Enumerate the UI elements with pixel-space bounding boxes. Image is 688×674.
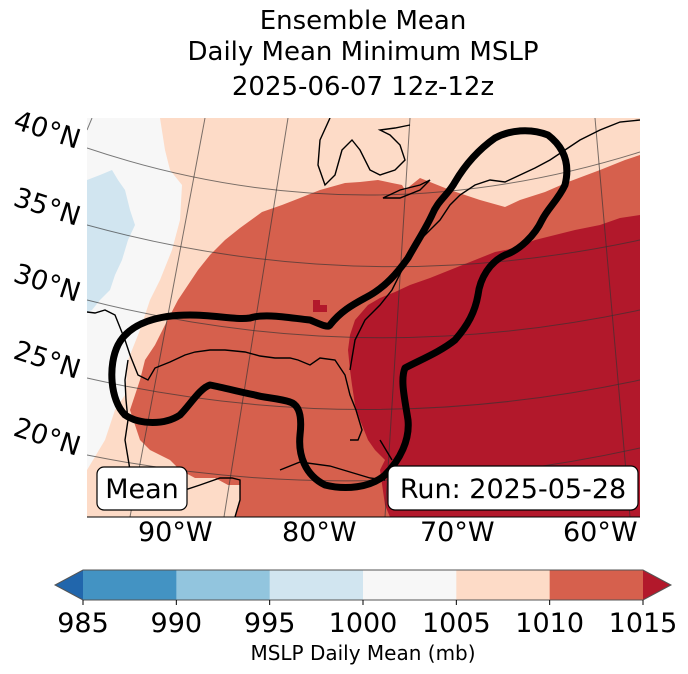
colorbar-tick-label-1010: 1010 [515, 608, 584, 639]
run-annotation-box [387, 465, 639, 511]
gridline-lat-40 [87, 147, 640, 196]
colorbar-segment-990-995 [176, 570, 271, 600]
run-annotation: Run: 2025-05-28 [387, 465, 639, 511]
coast-cuba [279, 461, 386, 481]
colorbar-segment-985-990 [83, 570, 177, 600]
gridline-lon-95 [87, 118, 93, 131]
colorbar-segment-1000-1005 [363, 570, 457, 600]
colorbar-tick-label-1005: 1005 [422, 608, 491, 639]
field-over-1015 [348, 215, 640, 517]
gridline-lat-25 [87, 377, 640, 410]
chart-subtitle: Daily Mean Minimum MSLP [187, 37, 539, 67]
gridline-lon-70 [384, 118, 411, 517]
chart-date-line: 2025-06-07 12z-12z [231, 72, 495, 102]
lon-label-70: 70°W [420, 517, 495, 548]
coast-bahamas [379, 439, 393, 461]
contour-outline [108, 127, 571, 492]
lat-label-20: 20°N [10, 412, 84, 463]
colorbar-segment-995-1000 [269, 570, 364, 600]
colorbar: 985 990 995 1000 1005 1010 1015 [53, 569, 678, 639]
colorbar-segment-1010-1015 [549, 570, 644, 600]
run-annotation-text: Run: 2025-05-28 [400, 474, 626, 505]
colorbar-tick-label-1000: 1000 [329, 608, 398, 639]
lat-label-30: 30°N [10, 258, 84, 309]
colorbar-tick-label-990: 990 [151, 608, 203, 639]
gridline-lon-60 [594, 118, 631, 517]
chart-title: Ensemble Mean [259, 6, 467, 36]
colorbar-tick-label-985: 985 [57, 608, 109, 639]
lat-label-35: 35°N [10, 182, 84, 233]
field-over-1015-patch [313, 300, 327, 312]
colorbar-segment-1005-1010 [456, 570, 551, 600]
coast-gulf [87, 309, 363, 441]
coast-atlantic [349, 119, 640, 371]
colorbar-extend-over [643, 570, 671, 600]
colorbar-tick-label-995: 995 [244, 608, 296, 639]
map-area [87, 118, 640, 517]
gridline-lat-35 [87, 224, 640, 268]
mean-annotation: Mean [96, 466, 188, 511]
lat-label-40: 40°N [10, 105, 84, 156]
colorbar-label: MSLP Daily Mean (mb) [250, 641, 475, 665]
mean-annotation-box [96, 466, 188, 511]
lon-label-80: 80°W [282, 517, 357, 548]
coast-great-lakes [317, 118, 411, 187]
colorbar-tick-label-1015: 1015 [609, 608, 678, 639]
coast-lake-erie [382, 179, 431, 199]
field-1005-1010-yucatan [185, 478, 240, 517]
field-995-1000 [87, 170, 135, 312]
mean-annotation-text: Mean [105, 474, 179, 505]
lat-label-25: 25°N [10, 335, 84, 386]
colorbar-extend-under [55, 570, 83, 600]
lon-label-90: 90°W [138, 517, 213, 548]
lon-label-60: 60°W [563, 517, 638, 548]
